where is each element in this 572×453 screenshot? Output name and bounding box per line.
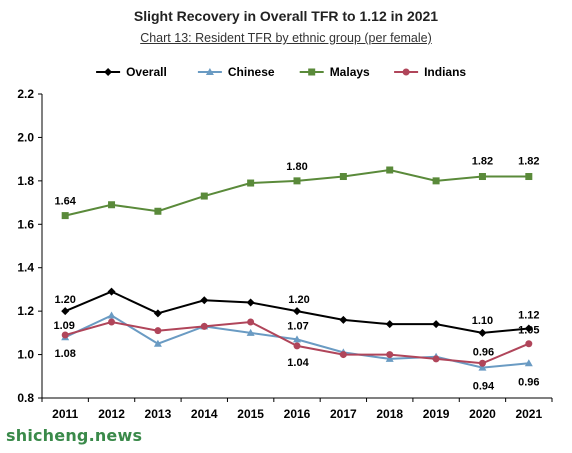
data-point-overall xyxy=(246,298,255,307)
data-label: 1.82 xyxy=(518,156,539,168)
data-point-chinese xyxy=(153,339,162,347)
data-point-overall xyxy=(478,328,487,337)
data-point-malays xyxy=(478,173,486,181)
y-tick-label: 1.8 xyxy=(17,174,34,188)
data-point-overall xyxy=(153,309,162,318)
legend-marker-chinese xyxy=(205,68,214,75)
data-point-overall xyxy=(432,320,441,329)
x-tick-label: 2020 xyxy=(469,407,496,421)
chart-title: Slight Recovery in Overall TFR to 1.12 i… xyxy=(133,8,439,24)
y-tick-label: 1.0 xyxy=(17,348,34,362)
data-point-indians xyxy=(247,318,255,326)
data-point-indians xyxy=(293,342,301,350)
x-tick-label: 2021 xyxy=(515,407,542,421)
data-point-chinese xyxy=(478,363,487,371)
legend-label-indians: Indians xyxy=(424,65,466,79)
legend-label-chinese: Chinese xyxy=(228,65,275,79)
data-label: 1.20 xyxy=(54,294,75,306)
data-point-indians xyxy=(61,331,69,339)
data-label: 1.04 xyxy=(287,357,309,369)
y-tick-label: 1.4 xyxy=(17,261,34,275)
watermark-text: shicheng.news xyxy=(6,426,143,445)
data-point-indians xyxy=(108,318,116,326)
data-point-malays xyxy=(247,179,255,187)
data-point-overall xyxy=(385,320,394,329)
data-label: 0.94 xyxy=(473,381,495,393)
data-point-overall xyxy=(107,287,116,296)
data-point-chinese xyxy=(246,328,255,336)
data-point-malays xyxy=(154,207,162,215)
data-label: 1.08 xyxy=(54,348,75,360)
data-label: 0.96 xyxy=(518,376,539,388)
x-tick-label: 2017 xyxy=(330,407,357,421)
data-point-chinese xyxy=(524,359,533,367)
data-point-indians xyxy=(154,327,162,335)
data-point-indians xyxy=(386,351,394,359)
y-tick-label: 1.6 xyxy=(17,217,34,231)
y-tick-label: 1.2 xyxy=(17,304,34,318)
data-point-chinese xyxy=(107,311,116,319)
data-label: 0.96 xyxy=(473,346,494,358)
data-point-malays xyxy=(525,173,533,181)
data-point-malays xyxy=(293,177,301,185)
data-label: 1.64 xyxy=(54,196,76,208)
x-tick-label: 2012 xyxy=(98,407,125,421)
data-point-malays xyxy=(61,212,69,220)
data-label: 1.05 xyxy=(518,325,539,337)
data-point-overall xyxy=(339,315,348,324)
x-tick-label: 2014 xyxy=(191,407,218,421)
data-label: 1.12 xyxy=(518,310,539,322)
chart-subtitle: Chart 13: Resident TFR by ethnic group (… xyxy=(140,31,432,45)
data-label: 1.07 xyxy=(287,320,308,332)
data-point-indians xyxy=(478,359,486,367)
data-point-overall xyxy=(293,307,301,316)
series-line-malays xyxy=(64,168,529,217)
data-point-indians xyxy=(525,340,533,348)
data-point-malays xyxy=(339,173,347,181)
x-tick-label: 2018 xyxy=(376,407,403,421)
data-label: 1.09 xyxy=(53,320,74,332)
data-point-malays xyxy=(108,201,116,209)
legend-marker-overall xyxy=(104,68,113,76)
data-label: 1.20 xyxy=(288,294,309,306)
data-point-indians xyxy=(200,322,208,330)
x-tick-label: 2016 xyxy=(284,407,311,421)
data-label: 1.10 xyxy=(472,315,493,327)
legend-marker-indians xyxy=(402,68,410,76)
data-point-indians xyxy=(432,355,440,363)
y-tick-label: 0.8 xyxy=(17,391,34,405)
legend-label-overall: Overall xyxy=(126,65,167,79)
data-label: 1.80 xyxy=(286,161,307,173)
data-point-malays xyxy=(200,192,208,200)
legend-marker-malays xyxy=(308,68,316,76)
data-point-malays xyxy=(386,166,394,174)
data-point-chinese xyxy=(293,335,301,343)
x-tick-label: 2015 xyxy=(237,407,264,421)
data-point-overall xyxy=(200,296,209,305)
data-point-overall xyxy=(524,324,533,333)
legend-label-malays: Malays xyxy=(330,65,370,79)
data-point-indians xyxy=(339,351,347,359)
y-tick-label: 2.2 xyxy=(17,87,34,101)
x-tick-label: 2011 xyxy=(52,407,78,421)
data-point-malays xyxy=(432,177,440,185)
x-tick-label: 2013 xyxy=(145,407,172,421)
data-point-chinese xyxy=(385,354,394,362)
y-tick-label: 2.0 xyxy=(17,130,34,144)
data-label: 1.82 xyxy=(472,156,493,168)
data-point-overall xyxy=(61,307,70,316)
x-tick-label: 2019 xyxy=(423,407,450,421)
